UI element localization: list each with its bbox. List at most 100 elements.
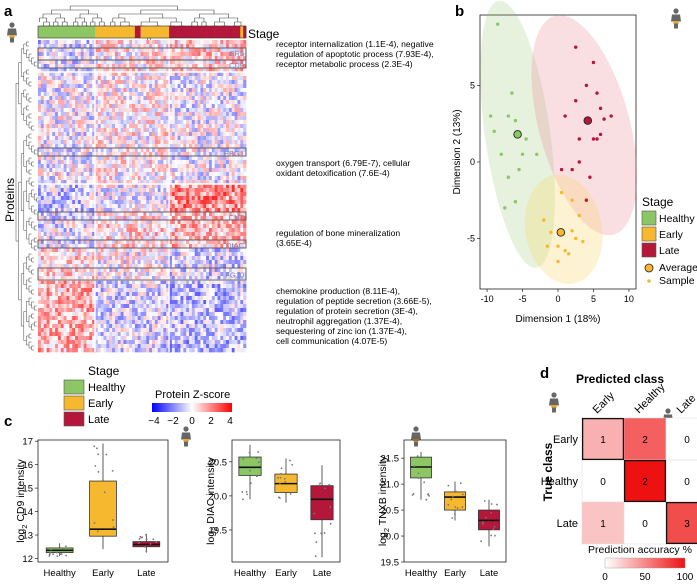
- heatmap-cell: [200, 268, 204, 273]
- heatmap-cell: [166, 160, 170, 165]
- heatmap-cell: [83, 60, 87, 65]
- heatmap-cell: [149, 288, 153, 293]
- heatmap-cell: [211, 136, 216, 141]
- heatmap-cell: [240, 128, 244, 133]
- heatmap-cell: [40, 104, 45, 109]
- heatmap-cell: [240, 40, 244, 45]
- heatmap-cell: [132, 156, 136, 161]
- heatmap-cell: [183, 284, 187, 289]
- heatmap-cell: [43, 52, 47, 57]
- heatmap-cell: [77, 88, 82, 93]
- heatmap-cell: [223, 104, 227, 109]
- heatmap-cell: [180, 88, 184, 93]
- heatmap-cell: [60, 180, 64, 185]
- heatmap-cell: [223, 176, 227, 181]
- heatmap-cell: [114, 192, 119, 197]
- heatmap-cell: [180, 228, 184, 233]
- heatmap-cell: [163, 264, 167, 269]
- heatmap-cell: [160, 228, 164, 233]
- heatmap-cell: [49, 176, 53, 181]
- heatmap-cell: [151, 280, 156, 285]
- heatmap-cell: [140, 96, 144, 101]
- heatmap-cell: [100, 164, 104, 169]
- heatmap-cell: [137, 96, 141, 101]
- heatmap-cell: [80, 52, 84, 57]
- heatmap-cell: [189, 92, 193, 97]
- heatmap-cell: [97, 40, 102, 45]
- heatmap-cell: [132, 236, 136, 241]
- heatmap-cell: [191, 168, 196, 173]
- stage-bar-segment: [114, 26, 119, 38]
- heatmap-cell: [80, 248, 84, 253]
- heatmap-cell: [83, 224, 87, 229]
- heatmap-cell: [63, 136, 67, 141]
- heatmap-cell: [223, 232, 227, 237]
- heatmap-cell: [160, 224, 164, 229]
- heatmap-cell: [117, 272, 121, 277]
- heatmap-cell: [49, 64, 53, 69]
- heatmap-cell: [240, 188, 244, 193]
- heatmap-cell: [160, 136, 164, 141]
- heatmap-cell: [137, 68, 141, 73]
- heatmap-cell: [180, 116, 184, 121]
- heatmap-cell: [103, 156, 107, 161]
- heatmap-cell: [112, 96, 116, 101]
- heatmap-cell: [234, 292, 238, 297]
- heatmap-cell: [86, 172, 90, 177]
- heatmap-cell: [154, 264, 159, 269]
- heatmap-cell: [52, 96, 56, 101]
- heatmap-cell: [63, 96, 67, 101]
- heatmap-cell: [106, 204, 110, 209]
- heatmap-cell: [63, 152, 67, 157]
- heatmap-cell: [66, 280, 70, 285]
- heatmap-cell: [132, 228, 136, 233]
- heatmap-cell: [180, 196, 184, 201]
- heatmap-cell: [120, 204, 124, 209]
- heatmap-cell: [132, 80, 136, 85]
- heatmap-cell: [166, 100, 170, 105]
- heatmap-cell: [52, 72, 56, 77]
- heatmap-cell: [40, 268, 45, 273]
- heatmap-cell: [146, 224, 150, 229]
- heatmap-cell: [40, 304, 45, 309]
- heatmap-cell: [146, 60, 150, 65]
- heatmap-cell: [137, 252, 141, 257]
- heatmap-cell: [134, 224, 139, 229]
- heatmap-cell: [171, 112, 176, 117]
- heatmap-cell: [189, 292, 193, 297]
- heatmap-cell: [171, 88, 176, 93]
- heatmap-cell: [43, 264, 47, 269]
- heatmap-cell: [83, 304, 87, 309]
- heatmap-cell: [57, 284, 62, 289]
- heatmap-cell: [240, 304, 244, 309]
- heatmap-cell: [52, 248, 56, 253]
- heatmap-cell: [157, 212, 161, 217]
- heatmap-cell: [143, 196, 147, 201]
- heatmap-cell: [183, 168, 187, 173]
- heatmap-cell: [75, 112, 79, 117]
- heatmap-cell: [40, 96, 45, 101]
- heatmap-cell: [191, 80, 196, 85]
- heatmap-cell: [120, 52, 124, 57]
- heatmap-cell: [86, 72, 90, 77]
- heatmap-cell: [55, 160, 59, 165]
- heatmap-cell: [146, 80, 150, 85]
- heatmap-cell: [55, 148, 59, 153]
- heatmap-cell: [146, 220, 150, 225]
- heatmap-cell: [157, 52, 161, 57]
- heatmap-cell: [63, 128, 67, 133]
- heatmap-cell: [49, 296, 53, 301]
- heatmap-cell: [174, 72, 178, 77]
- heatmap-cell: [66, 300, 70, 305]
- heatmap-cell: [214, 228, 218, 233]
- heatmap-cell: [169, 220, 173, 225]
- heatmap-cell: [134, 204, 139, 209]
- heatmap-cell: [143, 48, 147, 53]
- heatmap-cell: [89, 288, 93, 293]
- heatmap-cell: [226, 124, 230, 129]
- heatmap-cell: [183, 136, 187, 141]
- heatmap-cell: [63, 148, 67, 153]
- heatmap-cell: [234, 108, 238, 113]
- heatmap-cell: [66, 44, 70, 49]
- heatmap-cell: [226, 184, 230, 189]
